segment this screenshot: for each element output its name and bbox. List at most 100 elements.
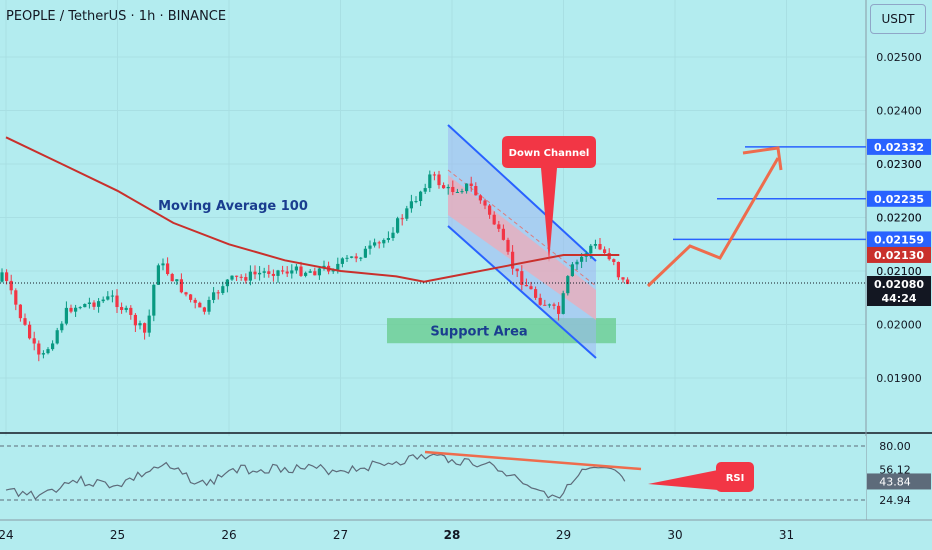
candle-body: [290, 270, 294, 274]
candle-body: [377, 242, 381, 244]
candle-body: [570, 264, 574, 277]
candle-body: [455, 191, 459, 193]
time-tick-label: 26: [221, 528, 236, 542]
candle-body: [469, 183, 473, 187]
candle-body: [262, 271, 266, 273]
currency-button[interactable]: USDT: [870, 4, 926, 34]
candle-body: [317, 268, 321, 276]
projection-arrow: [646, 157, 780, 288]
candle-body: [92, 302, 96, 307]
candle-body: [589, 245, 593, 254]
candle-body: [446, 186, 450, 189]
candle-body: [244, 277, 248, 281]
price-badge-countdown: [867, 290, 931, 306]
down-channel-inner: [448, 175, 596, 320]
candle-body: [345, 257, 349, 259]
rsi-pane[interactable]: RSI: [0, 436, 866, 520]
candle-body: [64, 307, 68, 324]
candle-body: [271, 273, 275, 276]
price-badge-last: [867, 276, 931, 292]
symbol-title: PEOPLE / TetherUS · 1h · BINANCE: [6, 9, 227, 24]
candle-body: [18, 304, 22, 319]
candle-body: [368, 245, 372, 249]
time-axis[interactable]: 24 25 26 27 28 29 30 31: [0, 519, 932, 542]
down-channel-lower: [447, 225, 597, 359]
support-area-label: Support Area: [430, 325, 527, 340]
candle-body: [428, 174, 432, 189]
candle-body: [474, 186, 478, 196]
price-badge-label: 0.02159: [874, 233, 924, 246]
candle-body: [258, 272, 262, 275]
candle-body: [612, 259, 616, 262]
candle-body: [184, 292, 188, 295]
candle-body: [74, 307, 78, 312]
candle-body: [281, 270, 285, 272]
candle-body: [143, 323, 147, 333]
candle-body: [506, 239, 510, 252]
price-tick-label: 0.02200: [876, 212, 922, 225]
price-badge-label: 0.02332: [874, 141, 924, 154]
price-tick-label: 0.02500: [876, 51, 922, 64]
overlay-layer[interactable]: Moving Average 100 Down Channel: [0, 136, 866, 288]
candle-body: [110, 295, 114, 297]
price-badge-target: [867, 231, 931, 248]
price-badge-label: 0.02200: [876, 212, 922, 225]
candle-body: [391, 232, 395, 239]
candle-body: [161, 263, 165, 266]
candle-body: [621, 277, 625, 280]
candle-body: [5, 272, 9, 281]
moving-average-label: Moving Average 100: [158, 199, 308, 214]
candle-body: [538, 297, 542, 305]
candle-body: [465, 183, 469, 192]
candle-body: [400, 218, 404, 220]
candle-body: [437, 174, 441, 186]
candle-body: [212, 292, 216, 300]
candle-body: [55, 330, 59, 344]
candle-body: [336, 263, 340, 270]
candle-body: [520, 271, 524, 285]
price-badge-label: 0.02080: [874, 278, 924, 291]
candle-body: [566, 276, 570, 294]
price-tick-label: 0.02000: [876, 319, 922, 332]
candle-body: [552, 304, 556, 306]
candle-body: [442, 185, 446, 189]
candle-body: [373, 242, 377, 246]
candle-body: [423, 188, 427, 192]
candle-body: [32, 338, 36, 344]
candle-body: [557, 305, 561, 314]
candle-body: [101, 299, 105, 302]
candle-body: [202, 307, 206, 312]
candle-body: [152, 284, 156, 316]
candle-body: [529, 286, 533, 290]
candle-body: [28, 324, 32, 339]
rsi-tick-label: 80.00: [879, 440, 911, 453]
drawings-layer[interactable]: Support Area: [387, 124, 866, 359]
time-tick-label: 28: [444, 528, 461, 542]
candle-body: [147, 315, 151, 333]
candle-body: [267, 271, 271, 274]
candle-body: [78, 307, 82, 309]
candle-body: [511, 251, 515, 269]
candle-body: [414, 201, 418, 203]
moving-average-line: [5, 136, 620, 283]
candle-body: [483, 200, 487, 206]
price-axis[interactable]: 0.025000.024000.023000.022000.021000.020…: [867, 51, 931, 507]
candle-body: [207, 299, 211, 312]
candle-body: [23, 318, 27, 325]
candle-body: [580, 256, 584, 262]
candle-body: [524, 284, 528, 287]
candle-body: [543, 304, 547, 306]
candle-body: [308, 271, 312, 273]
candle-body: [248, 271, 252, 281]
candle-body: [497, 224, 501, 229]
down-channel-upper: [447, 124, 597, 262]
candle-body: [97, 301, 101, 307]
candle-body: [419, 191, 423, 202]
candle-body: [409, 201, 413, 209]
time-tick-label: 29: [556, 528, 571, 542]
time-tick-label: 27: [333, 528, 348, 542]
candle-body: [350, 256, 354, 258]
candle-body: [363, 248, 367, 258]
